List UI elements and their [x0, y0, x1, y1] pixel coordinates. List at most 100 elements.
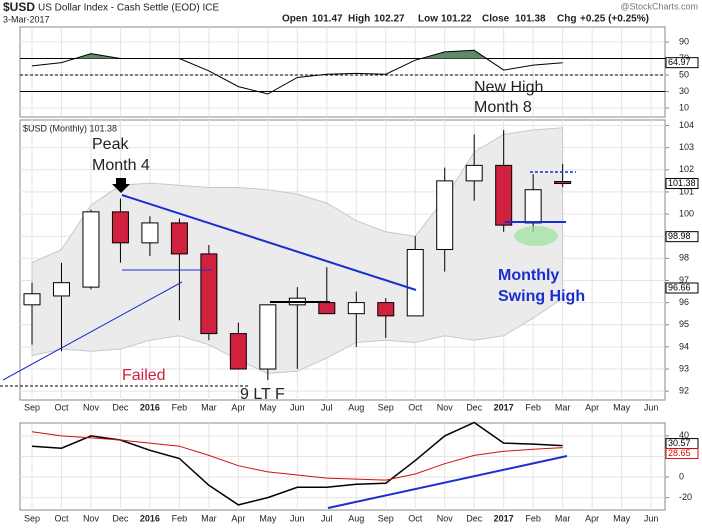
panel	[19, 26, 666, 118]
y-tick-label: 50	[679, 69, 689, 79]
last-value-box	[665, 231, 699, 243]
annotation: Peak	[92, 136, 129, 153]
candle-body	[554, 181, 572, 185]
trend-line	[2, 281, 183, 381]
x-tick-label: Aug	[348, 402, 364, 412]
last-value-label: 64.97	[668, 57, 691, 67]
x-tick-label: Jun	[290, 402, 305, 412]
y-tick-label: 10	[679, 102, 689, 112]
quote-value: 102.27	[374, 14, 405, 25]
x-tick-label: Jun	[290, 513, 305, 523]
x-tick-label: 2016	[140, 402, 160, 412]
last-value-label: 96.66	[668, 282, 691, 292]
candle-body	[170, 222, 188, 255]
y-tick-label: 101	[679, 186, 694, 196]
annotation: Month 4	[92, 157, 150, 174]
last-value-box	[665, 178, 699, 190]
x-tick-label: May	[613, 402, 631, 412]
candle-body	[347, 302, 365, 315]
x-tick-label: Aug	[348, 513, 364, 523]
y-tick-label: 104	[679, 120, 694, 130]
x-tick-label: Nov	[83, 513, 100, 523]
x-tick-label: Apr	[585, 402, 599, 412]
x-tick-label: Sep	[378, 402, 394, 412]
candle-body	[259, 304, 277, 370]
last-value-box	[665, 57, 699, 69]
quote-value: +0.25 (+0.25%)	[580, 14, 649, 25]
x-tick-label: Dec	[112, 402, 129, 412]
x-tick-label: Nov	[83, 402, 100, 412]
x-tick-label: Dec	[466, 513, 483, 523]
rsi-line	[31, 49, 563, 95]
x-tick-label: Mar	[201, 402, 217, 412]
x-tick-label: Sep	[24, 402, 40, 412]
highlight	[514, 226, 558, 246]
last-value-box	[665, 448, 699, 460]
annotation: Swing High	[498, 288, 585, 305]
source: @StockCharts.com	[620, 1, 698, 11]
y-tick-label: 102	[679, 164, 694, 174]
macd-line	[31, 431, 563, 481]
candle-body	[111, 211, 129, 244]
annotation: New High	[474, 79, 543, 96]
x-tick-label: 2017	[494, 402, 514, 412]
annotation: Monthly	[498, 267, 559, 284]
quote-label: Open	[282, 14, 308, 25]
x-tick-label: 2017	[494, 513, 514, 523]
x-tick-label: Apr	[585, 513, 599, 523]
y-tick-label: 40	[679, 430, 689, 440]
candle-body	[436, 180, 454, 250]
x-tick-label: Sep	[378, 513, 394, 523]
quote-value: 101.47	[312, 14, 343, 25]
x-tick-label: Jun	[644, 402, 659, 412]
x-tick-label: Dec	[466, 402, 483, 412]
x-tick-label: Feb	[525, 513, 541, 523]
y-tick-label: 96	[679, 297, 689, 307]
last-value-box	[665, 282, 699, 294]
candle-body	[200, 253, 218, 335]
last-value-label: 30.57	[668, 438, 691, 448]
quote-label: Chg	[557, 14, 576, 25]
x-tick-label: Oct	[408, 402, 423, 412]
last-value-label: 98.98	[668, 231, 691, 241]
quote-value: 101.38	[515, 14, 546, 25]
candle-body	[23, 293, 41, 306]
x-tick-label: Feb	[525, 402, 541, 412]
annotation: 9 LT F	[240, 386, 285, 403]
y-tick-label: 92	[679, 386, 689, 396]
last-value-label: 101.38	[668, 178, 696, 188]
x-tick-label: Mar	[555, 402, 571, 412]
x-tick-label: May	[259, 513, 277, 523]
quote-value: 101.22	[441, 14, 472, 25]
instrument-name: US Dollar Index - Cash Settle (EOD) ICE	[38, 3, 219, 14]
x-tick-label: Mar	[555, 513, 571, 523]
x-tick-label: Mar	[201, 513, 217, 523]
x-tick-label: Oct	[54, 402, 69, 412]
y-tick-label: 0	[679, 471, 684, 481]
x-tick-label: Jul	[321, 513, 333, 523]
plot-area: 103050709064.979293949596979899100101102…	[19, 26, 699, 523]
annotation: Failed	[122, 367, 166, 384]
candle-body	[82, 211, 100, 288]
y-tick-label: 103	[679, 142, 694, 152]
x-tick-label: May	[259, 402, 277, 412]
panel	[19, 422, 666, 511]
y-tick-label: 97	[679, 275, 689, 285]
x-tick-label: Oct	[408, 513, 423, 523]
x-tick-label: Apr	[231, 513, 245, 523]
candle-body	[141, 222, 159, 244]
quote-label: Low	[418, 14, 438, 25]
y-tick-label: 30	[679, 86, 689, 96]
x-tick-label: Jun	[644, 513, 659, 523]
quote: Open 101.47 High 102.27 Low 101.22 Close…	[282, 14, 649, 25]
y-tick-label: 93	[679, 363, 689, 373]
quote-label: Close	[482, 14, 510, 25]
x-tick-label: Dec	[112, 513, 129, 523]
quote-label: High	[348, 14, 370, 25]
candle-body	[377, 302, 395, 317]
last-value-label: 28.65	[668, 448, 691, 458]
candle-body	[318, 302, 336, 315]
trend-line	[121, 194, 417, 291]
x-tick-label: Sep	[24, 513, 40, 523]
